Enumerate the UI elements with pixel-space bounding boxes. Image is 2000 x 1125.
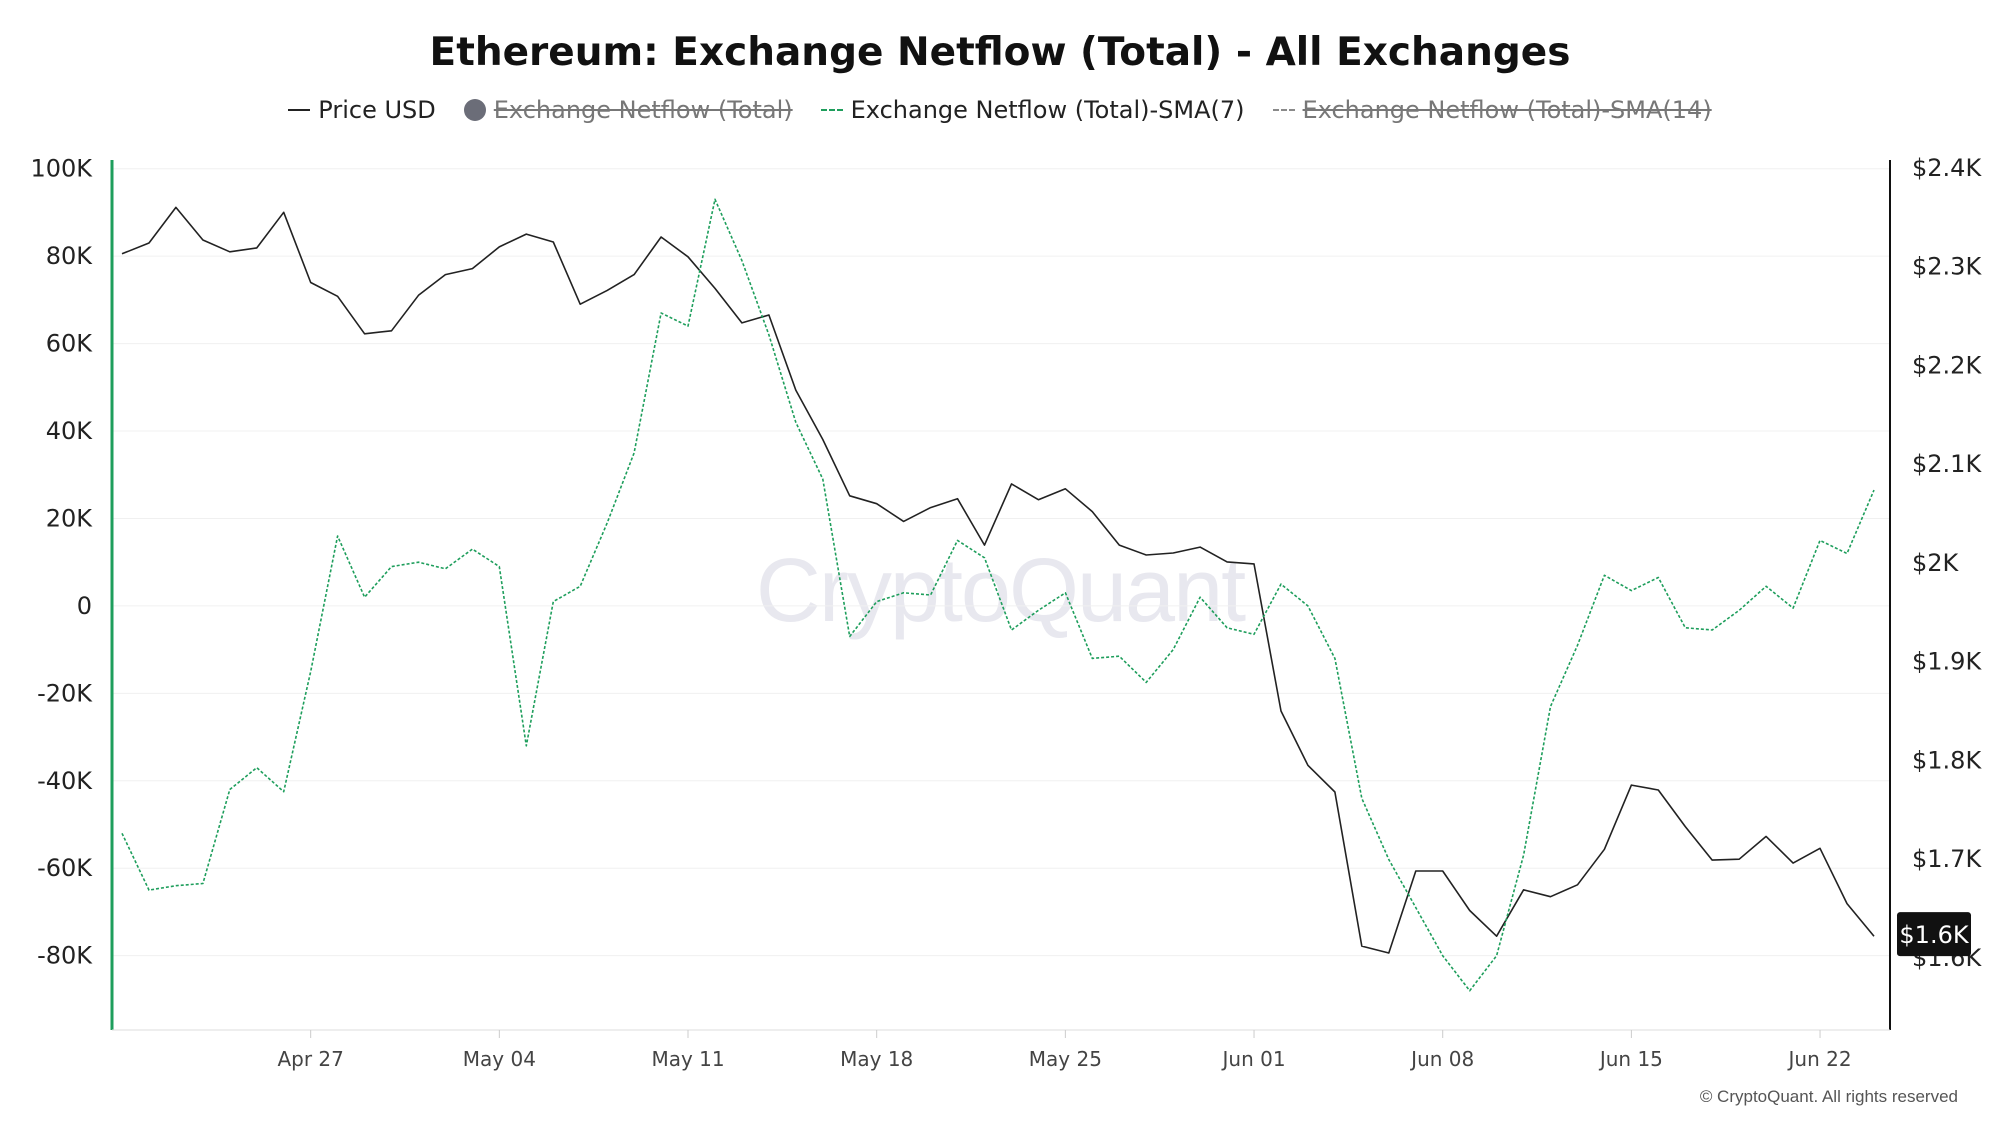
- current-price-badge-bg: [1897, 912, 1971, 957]
- x-axis-tick-label: Jun 15: [1598, 1047, 1663, 1071]
- legend-dot-swatch: [463, 99, 486, 121]
- right-axis-tick-label: $2.3K: [1912, 253, 1982, 281]
- right-axis-tick-label: $2K: [1912, 549, 1960, 577]
- left-axis-tick-label: 80K: [46, 242, 94, 270]
- legend-line-swatch: [288, 109, 311, 111]
- legend-item-price[interactable]: Price USD: [288, 96, 436, 124]
- copyright-notice: © CryptoQuant. All rights reserved: [1699, 1087, 1958, 1106]
- x-axis-tick-label: Jun 01: [1221, 1047, 1286, 1071]
- current-price-label: $1.6K: [1899, 921, 1969, 949]
- legend: Price USD Exchange Netflow (Total) Excha…: [0, 96, 2000, 124]
- legend-dashed-swatch: [1272, 109, 1295, 111]
- legend-item-sma14[interactable]: Exchange Netflow (Total)-SMA(14): [1272, 96, 1712, 124]
- left-axis-tick-label: 60K: [46, 330, 94, 358]
- left-axis-tick-label: -40K: [37, 767, 93, 795]
- x-axis-tick-label: May 25: [1029, 1047, 1102, 1071]
- right-axis-tick-label: $1.8K: [1912, 746, 1982, 774]
- series-line-price: [121, 206, 1875, 954]
- legend-item-sma7[interactable]: Exchange Netflow (Total)-SMA(7): [820, 96, 1245, 124]
- x-axis-tick-label: Apr 27: [277, 1047, 343, 1071]
- right-axis-tick-label: $2.1K: [1912, 450, 1982, 478]
- left-axis-tick-label: -20K: [37, 679, 93, 707]
- x-axis-tick-label: May 11: [651, 1047, 724, 1071]
- right-axis-tick-label: $1.9K: [1912, 648, 1982, 676]
- right-axis-tick-label: $1.7K: [1912, 845, 1982, 873]
- left-axis-tick-label: 20K: [46, 504, 94, 532]
- chart-title: Ethereum: Exchange Netflow (Total) - All…: [429, 30, 1571, 75]
- x-axis-tick-label: May 04: [463, 1047, 536, 1071]
- x-axis-tick-label: Jun 08: [1409, 1047, 1474, 1071]
- legend-label-sma14: Exchange Netflow (Total)-SMA(14): [1302, 96, 1712, 124]
- x-axis-tick-label: Jun 22: [1787, 1047, 1852, 1071]
- left-axis-tick-label: 0: [77, 592, 92, 620]
- current-price-badge: $1.6K: [1897, 912, 1971, 957]
- left-axis-tick-label: -80K: [37, 942, 93, 970]
- series-line-netflow-sma7: [121, 198, 1875, 992]
- legend-label-price: Price USD: [318, 96, 436, 124]
- left-axis-tick-label: 100K: [30, 155, 93, 183]
- legend-dashed-swatch: [820, 109, 843, 111]
- legend-label-sma7: Exchange Netflow (Total)-SMA(7): [850, 96, 1245, 124]
- right-axis-tick-label: $2.4K: [1912, 154, 1982, 182]
- right-axis-tick-label: $2.2K: [1912, 351, 1982, 379]
- x-axis-tick-label: May 18: [840, 1047, 913, 1071]
- legend-item-netflow[interactable]: Exchange Netflow (Total): [463, 96, 793, 124]
- left-axis-tick-label: -60K: [37, 854, 93, 882]
- legend-label-netflow: Exchange Netflow (Total): [493, 96, 793, 124]
- left-axis-tick-label: 40K: [46, 417, 94, 445]
